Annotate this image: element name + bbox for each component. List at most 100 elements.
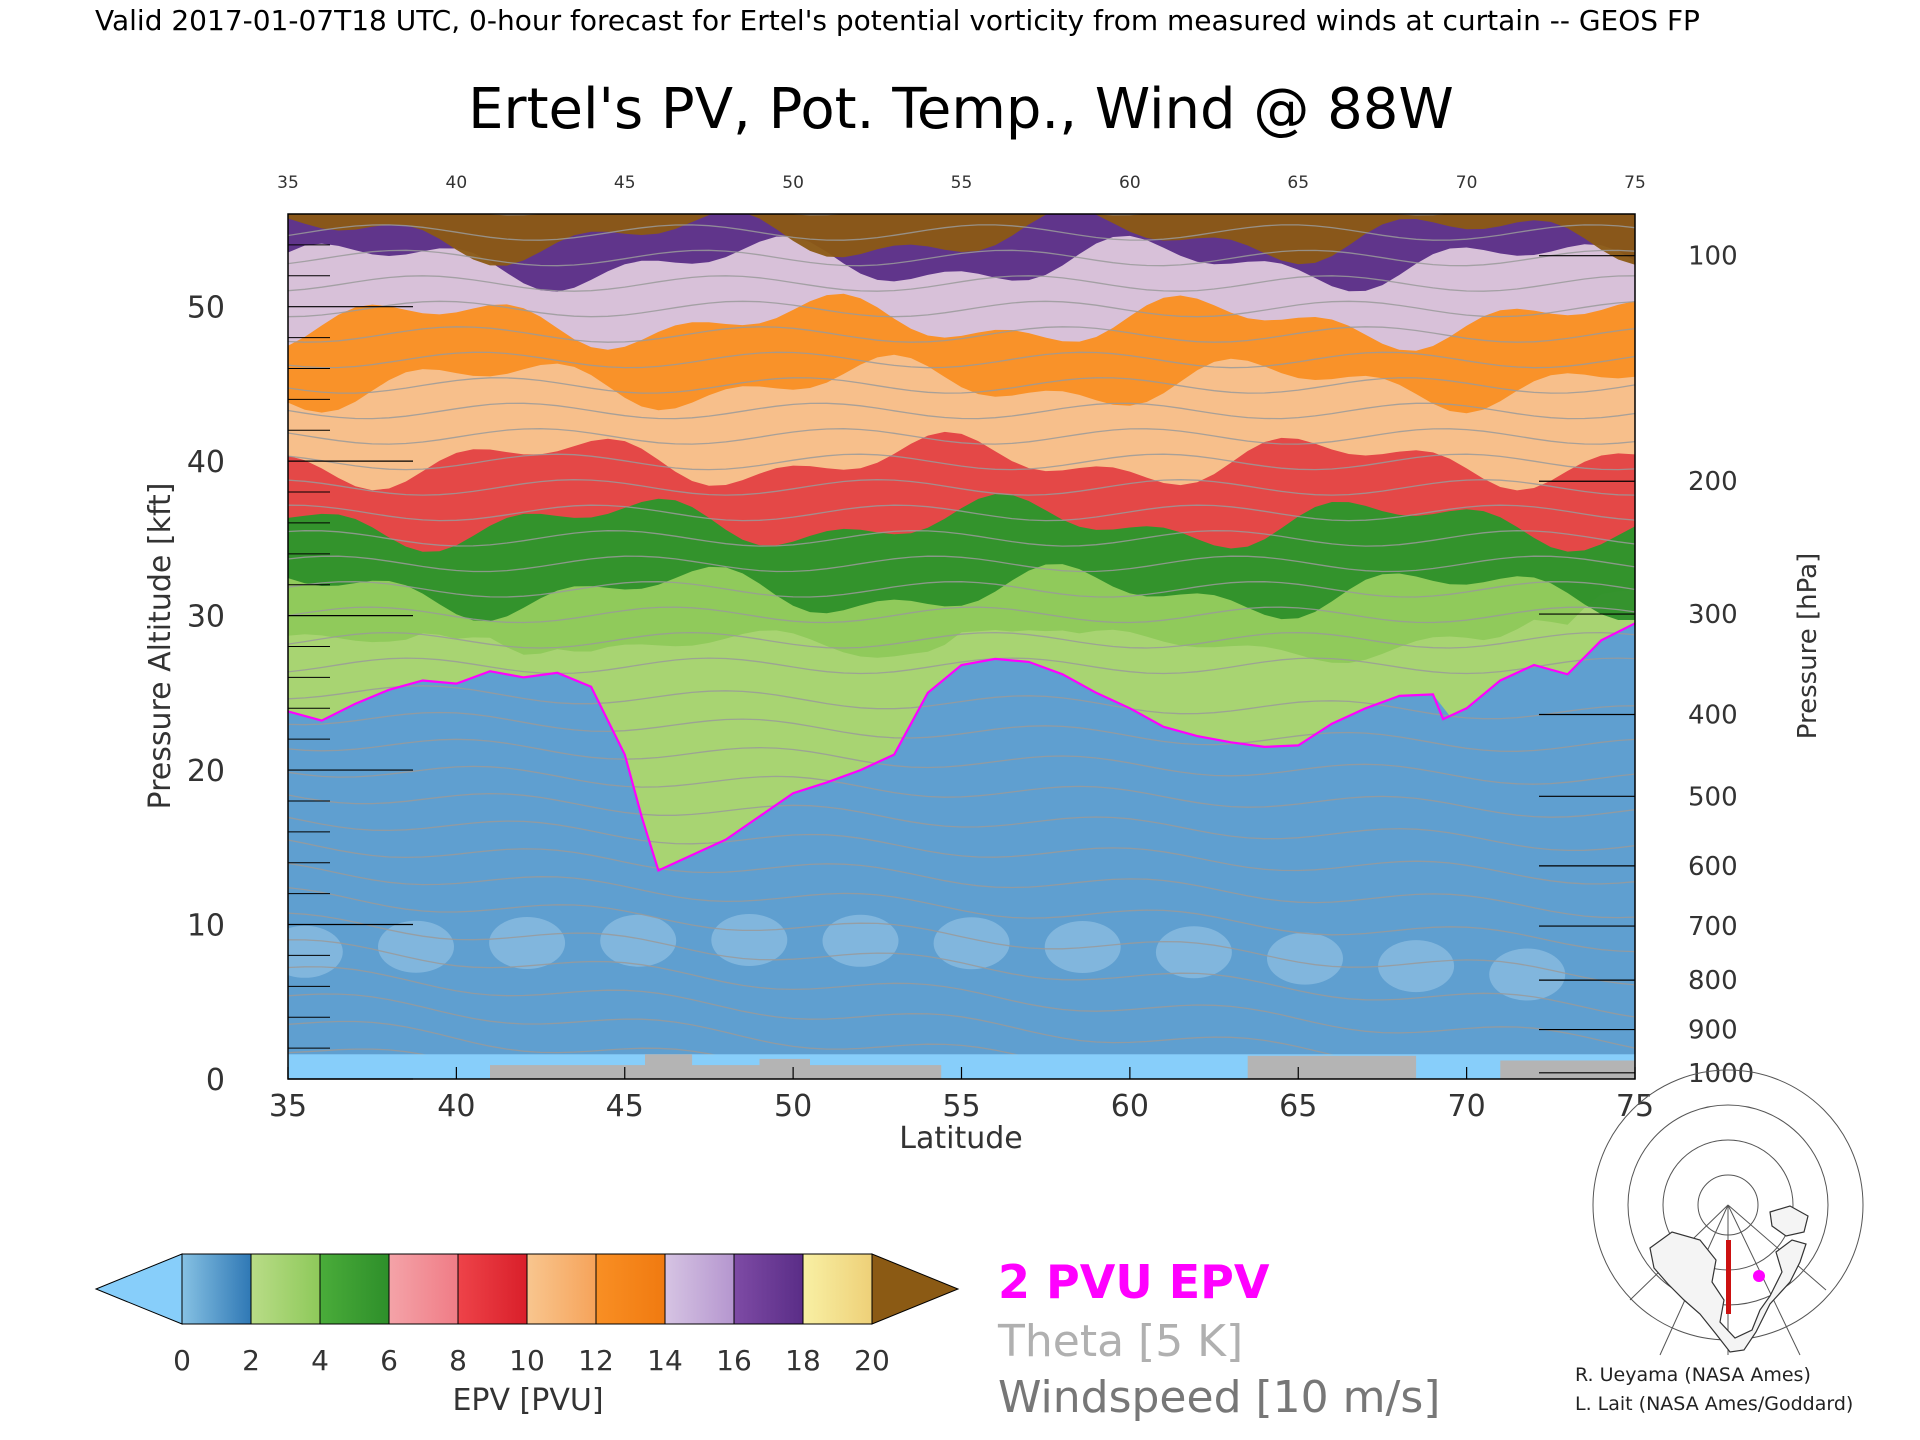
x-tick-label: 40 — [437, 1089, 475, 1124]
pv-patch — [1267, 932, 1343, 985]
colorbar-segment — [733, 1253, 804, 1325]
pv-patch — [1155, 926, 1232, 979]
theta-line — [288, 351, 1635, 369]
top-x-tick-label: 55 — [951, 173, 973, 193]
colorbar-segment — [250, 1253, 321, 1325]
colorbar-title: EPV [PVU] — [452, 1383, 603, 1418]
x-tick-label: 60 — [1111, 1089, 1149, 1124]
terrain-block — [1500, 1060, 1635, 1079]
pressure-tick-label: 400 — [1688, 700, 1738, 730]
theta-line — [485, 214, 1452, 216]
top-x-tick-label: 70 — [1456, 173, 1478, 193]
pv-patch — [822, 914, 899, 967]
theta-line — [288, 377, 1635, 394]
theta-line — [288, 504, 1635, 522]
terrain-block — [490, 1065, 942, 1079]
legend-theta: Theta [5 K] — [997, 1316, 1243, 1367]
colorbar-tick-label: 6 — [380, 1344, 398, 1377]
theta-line — [288, 862, 1635, 953]
pv-patch — [711, 914, 788, 966]
theta-line — [288, 657, 1635, 675]
legend-windspeed: Windspeed [10 m/s] — [998, 1372, 1440, 1423]
colorbar-segment — [457, 1253, 528, 1325]
theta-line — [288, 816, 1635, 885]
pressure-tick-label: 900 — [1688, 1016, 1738, 1046]
colorbar-tick-label: 8 — [449, 1344, 467, 1377]
pv-patch — [288, 925, 343, 978]
theta-line — [288, 765, 1635, 818]
theta-line — [288, 275, 1635, 292]
colorbar-tick-label: 0 — [173, 1344, 191, 1377]
credit-line-1: R. Ueyama (NASA Ames) — [1575, 1364, 1811, 1386]
top-x-tick-label: 40 — [446, 173, 468, 193]
theta-line — [288, 402, 1635, 420]
colorbar-segment — [388, 1253, 459, 1325]
y-tick-label: 10 — [187, 909, 225, 944]
chart-title: Ertel's PV, Pot. Temp., Wind @ 88W — [468, 77, 1454, 142]
x-tick-label: 35 — [269, 1089, 307, 1124]
theta-line — [288, 738, 1635, 785]
pv-patch — [1489, 948, 1566, 1001]
pv-patch — [933, 917, 1010, 970]
theta-line — [288, 839, 1635, 919]
pv-2pvu-contour — [288, 622, 1635, 873]
pressure-tick-label: 200 — [1688, 467, 1738, 497]
y-tick-label: 20 — [187, 754, 225, 789]
top-x-tick-label: 65 — [1287, 173, 1309, 193]
top-x-tick-label: 60 — [1119, 173, 1141, 193]
pv-2pvu-contour-layer — [288, 622, 1635, 873]
locator-map — [1592, 1069, 1864, 1356]
theta-line — [288, 326, 1635, 343]
location-dot — [1753, 1270, 1765, 1282]
theta-line — [288, 249, 1635, 267]
theta-line — [288, 453, 1635, 471]
top-x-tick-label: 45 — [614, 173, 636, 193]
colorbar-segment — [526, 1253, 597, 1325]
top-x-tick-label: 50 — [782, 173, 804, 193]
y-axis-label: Pressure Altitude [kft] — [143, 483, 178, 810]
colorbar-tick-label: 14 — [647, 1344, 683, 1377]
colorbar-tick-label: 16 — [716, 1344, 752, 1377]
colorbar-segment — [595, 1253, 666, 1325]
theta-line — [288, 530, 1635, 547]
colorbar-tick-label: 18 — [785, 1344, 821, 1377]
top-x-tick-label: 35 — [277, 173, 299, 193]
x-tick-label: 45 — [606, 1089, 644, 1124]
theta-line — [288, 886, 1635, 986]
colorbar-segment — [664, 1253, 735, 1325]
colorbar-segment — [802, 1253, 873, 1325]
theta-line — [288, 479, 1635, 496]
y-tick-label: 30 — [187, 600, 225, 635]
colorbar-tick-label: 4 — [311, 1344, 329, 1377]
x-tick-label: 50 — [774, 1089, 812, 1124]
terrain-block — [645, 1054, 693, 1079]
pv-patch — [378, 920, 454, 973]
theta-line — [288, 711, 1635, 752]
y2-axis-label: Pressure [hPa] — [1793, 553, 1823, 740]
theta-line — [288, 631, 1635, 649]
pressure-tick-label: 600 — [1688, 852, 1738, 882]
y-tick-label: 40 — [187, 445, 225, 480]
theta-line — [288, 685, 1635, 720]
pressure-tick-label: 100 — [1688, 242, 1738, 272]
theta-line — [288, 606, 1635, 624]
y-tick-label: 0 — [206, 1063, 225, 1098]
theta-line — [288, 939, 1635, 1049]
colorbar-tick-label: 20 — [854, 1344, 890, 1377]
credit-line-2: L. Lait (NASA Ames/Goddard) — [1575, 1393, 1853, 1415]
y-tick-label: 50 — [187, 291, 225, 326]
curtain-marker — [1726, 1240, 1731, 1314]
colorbar-segment — [319, 1253, 390, 1325]
pressure-tick-label: 1000 — [1688, 1059, 1754, 1089]
pv-field — [288, 214, 1635, 1079]
theta-line — [288, 428, 1635, 445]
x-tick-label: 55 — [942, 1089, 980, 1124]
terrain-block — [759, 1058, 810, 1079]
top-x-tick-label: 75 — [1624, 173, 1646, 193]
pv-patch — [1378, 940, 1455, 993]
theta-line — [288, 792, 1635, 852]
x-tick-label: 70 — [1448, 1089, 1486, 1124]
legend-2pvu: 2 PVU EPV — [998, 1255, 1270, 1309]
